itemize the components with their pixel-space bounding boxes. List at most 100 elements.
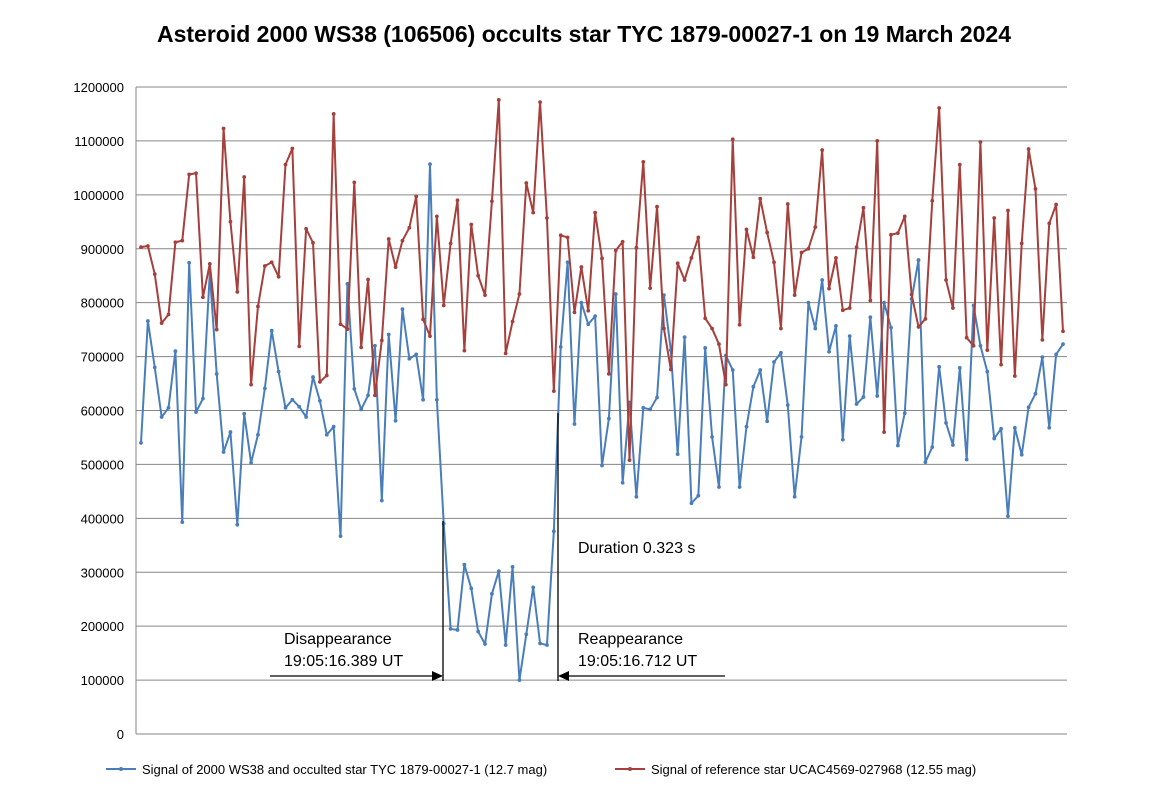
data-point: [916, 258, 921, 262]
data-point: [613, 292, 618, 296]
data-point: [455, 628, 460, 632]
data-point: [723, 382, 728, 387]
data-point: [180, 520, 185, 525]
data-point: [641, 405, 646, 410]
data-point: [840, 437, 845, 442]
data-point: [758, 196, 763, 201]
y-tick-label: 1000000: [73, 188, 124, 203]
data-point: [434, 214, 439, 219]
data-point: [297, 404, 302, 409]
data-point: [386, 237, 391, 241]
y-axis-tick-labels: 0 100000 200000 300000 400000 500000 600000 700…: [73, 80, 124, 742]
data-point: [951, 306, 955, 310]
data-point: [262, 264, 267, 268]
data-point: [214, 327, 219, 332]
data-point: [648, 286, 653, 291]
data-point: [455, 198, 460, 203]
data-point: [207, 261, 212, 266]
data-point: [428, 162, 432, 167]
data-point: [689, 256, 694, 260]
data-point: [992, 436, 997, 441]
y-tick-label: 0: [117, 727, 124, 742]
data-point: [476, 273, 481, 278]
y-tick-label: 400000: [81, 511, 124, 526]
data-point: [751, 384, 756, 389]
data-point: [593, 314, 598, 319]
reappearance-label: Reappearance: [578, 631, 683, 648]
data-point: [166, 405, 171, 410]
data-point: [324, 373, 329, 378]
data-point: [531, 585, 536, 590]
data-point: [1012, 374, 1017, 378]
data-point: [366, 393, 370, 398]
data-point: [214, 371, 219, 376]
data-point: [187, 260, 192, 265]
data-point: [957, 366, 962, 370]
data-point: [242, 175, 247, 179]
data-point: [710, 326, 714, 331]
y-tick-label: 1200000: [73, 80, 124, 95]
data-point: [792, 293, 797, 298]
data-point: [331, 424, 336, 429]
data-point: [269, 260, 274, 265]
data-point: [847, 334, 852, 338]
data-point: [173, 240, 178, 245]
data-point: [586, 322, 591, 327]
data-point: [799, 250, 804, 255]
data-point: [799, 435, 804, 439]
data-point: [545, 216, 549, 220]
data-point: [923, 460, 928, 465]
data-point: [262, 386, 267, 391]
data-point: [730, 137, 735, 142]
data-point: [985, 348, 990, 353]
legend-entry-target-star: Signal of 2000 WS38 and occulted star TY…: [106, 762, 547, 777]
data-point: [834, 256, 838, 260]
data-point: [675, 452, 680, 457]
data-point: [606, 416, 611, 421]
legend-label-reference-star: Signal of reference star UCAC4569-027968…: [651, 762, 976, 777]
data-point: [139, 245, 143, 250]
data-point: [834, 323, 838, 328]
data-point: [579, 265, 584, 269]
gridlines: [136, 86, 1067, 681]
data-point: [1061, 342, 1065, 347]
y-tick-label: 800000: [81, 296, 124, 311]
data-point: [345, 327, 350, 331]
data-point: [283, 162, 288, 167]
data-point: [992, 216, 997, 220]
data-point: [490, 199, 494, 204]
data-point: [393, 418, 398, 423]
data-point: [159, 321, 164, 326]
series-reference-star: [139, 98, 1065, 462]
data-point: [256, 432, 260, 437]
data-point: [359, 407, 364, 412]
data-point: [483, 293, 487, 298]
data-point: [386, 332, 391, 337]
data-point: [765, 419, 770, 424]
y-tick-label: 900000: [81, 242, 124, 257]
data-point: [861, 395, 866, 399]
data-point: [772, 260, 776, 265]
data-point: [902, 214, 907, 219]
data-point: [909, 292, 914, 297]
data-point: [820, 148, 825, 152]
data-point: [682, 278, 687, 282]
data-point: [930, 445, 935, 450]
data-point: [338, 534, 343, 539]
data-point: [586, 308, 591, 313]
data-point: [276, 369, 281, 374]
data-point: [228, 219, 233, 224]
data-point: [194, 410, 198, 415]
data-point: [772, 360, 776, 364]
data-point: [490, 591, 494, 596]
data-point: [847, 306, 852, 310]
data-point: [373, 343, 377, 348]
data-point: [765, 230, 770, 235]
data-point: [565, 260, 570, 265]
data-point: [854, 245, 859, 250]
data-point: [999, 362, 1003, 367]
data-point: [1054, 202, 1059, 207]
data-point: [359, 345, 364, 350]
data-point: [957, 162, 962, 167]
data-point: [434, 397, 439, 402]
